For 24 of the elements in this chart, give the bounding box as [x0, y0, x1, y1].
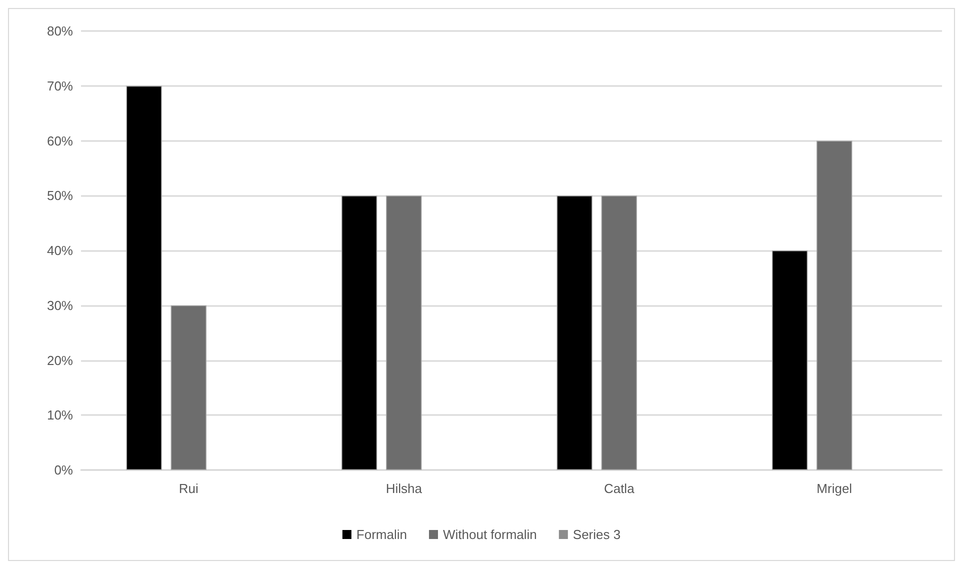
y-tick-label: 60%	[46, 133, 74, 148]
bar	[816, 140, 852, 470]
y-tick-label: 30%	[46, 298, 74, 313]
bar	[601, 196, 637, 470]
bar	[126, 86, 162, 470]
bar	[556, 196, 592, 470]
bar	[772, 250, 808, 470]
x-tick-label: Hilsha	[386, 481, 423, 496]
bar	[386, 196, 422, 470]
legend-label: Without formalin	[442, 527, 537, 542]
y-tick-label: 80%	[46, 24, 74, 38]
bar	[341, 196, 378, 470]
y-tick-label: 10%	[46, 408, 74, 423]
x-tick-label: Catla	[604, 481, 636, 496]
y-tick-label: 70%	[46, 78, 74, 94]
legend-label: Formalin	[356, 527, 407, 542]
y-tick-label: 50%	[46, 188, 74, 204]
legend-label: Series 3	[572, 527, 621, 542]
y-tick-label: 20%	[46, 352, 74, 368]
x-tick-label: Mrigel	[816, 481, 852, 496]
x-tick-label: Rui	[178, 481, 198, 496]
bar	[170, 305, 206, 470]
y-tick-label: 0%	[54, 462, 74, 478]
y-tick-label: 40%	[46, 243, 74, 258]
